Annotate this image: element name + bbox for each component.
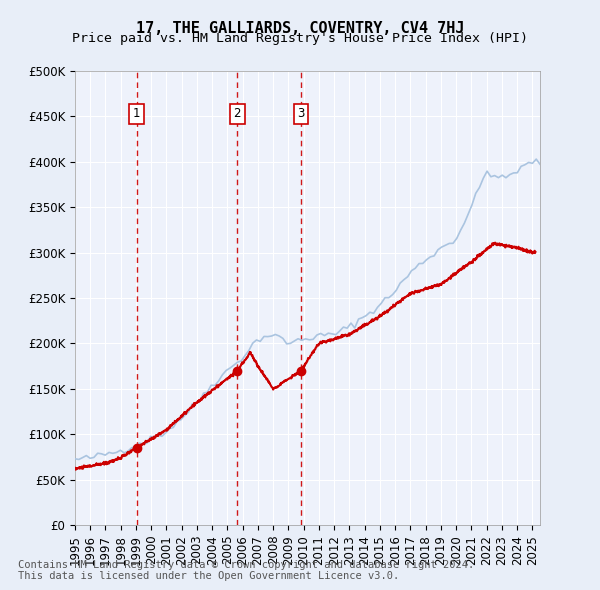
Text: Price paid vs. HM Land Registry's House Price Index (HPI): Price paid vs. HM Land Registry's House …: [72, 32, 528, 45]
Text: 1: 1: [133, 107, 140, 120]
Text: 2: 2: [233, 107, 241, 120]
Text: Contains HM Land Registry data © Crown copyright and database right 2024.
This d: Contains HM Land Registry data © Crown c…: [18, 559, 474, 581]
Text: 3: 3: [298, 107, 305, 120]
Text: 17, THE GALLIARDS, COVENTRY, CV4 7HJ: 17, THE GALLIARDS, COVENTRY, CV4 7HJ: [136, 21, 464, 35]
